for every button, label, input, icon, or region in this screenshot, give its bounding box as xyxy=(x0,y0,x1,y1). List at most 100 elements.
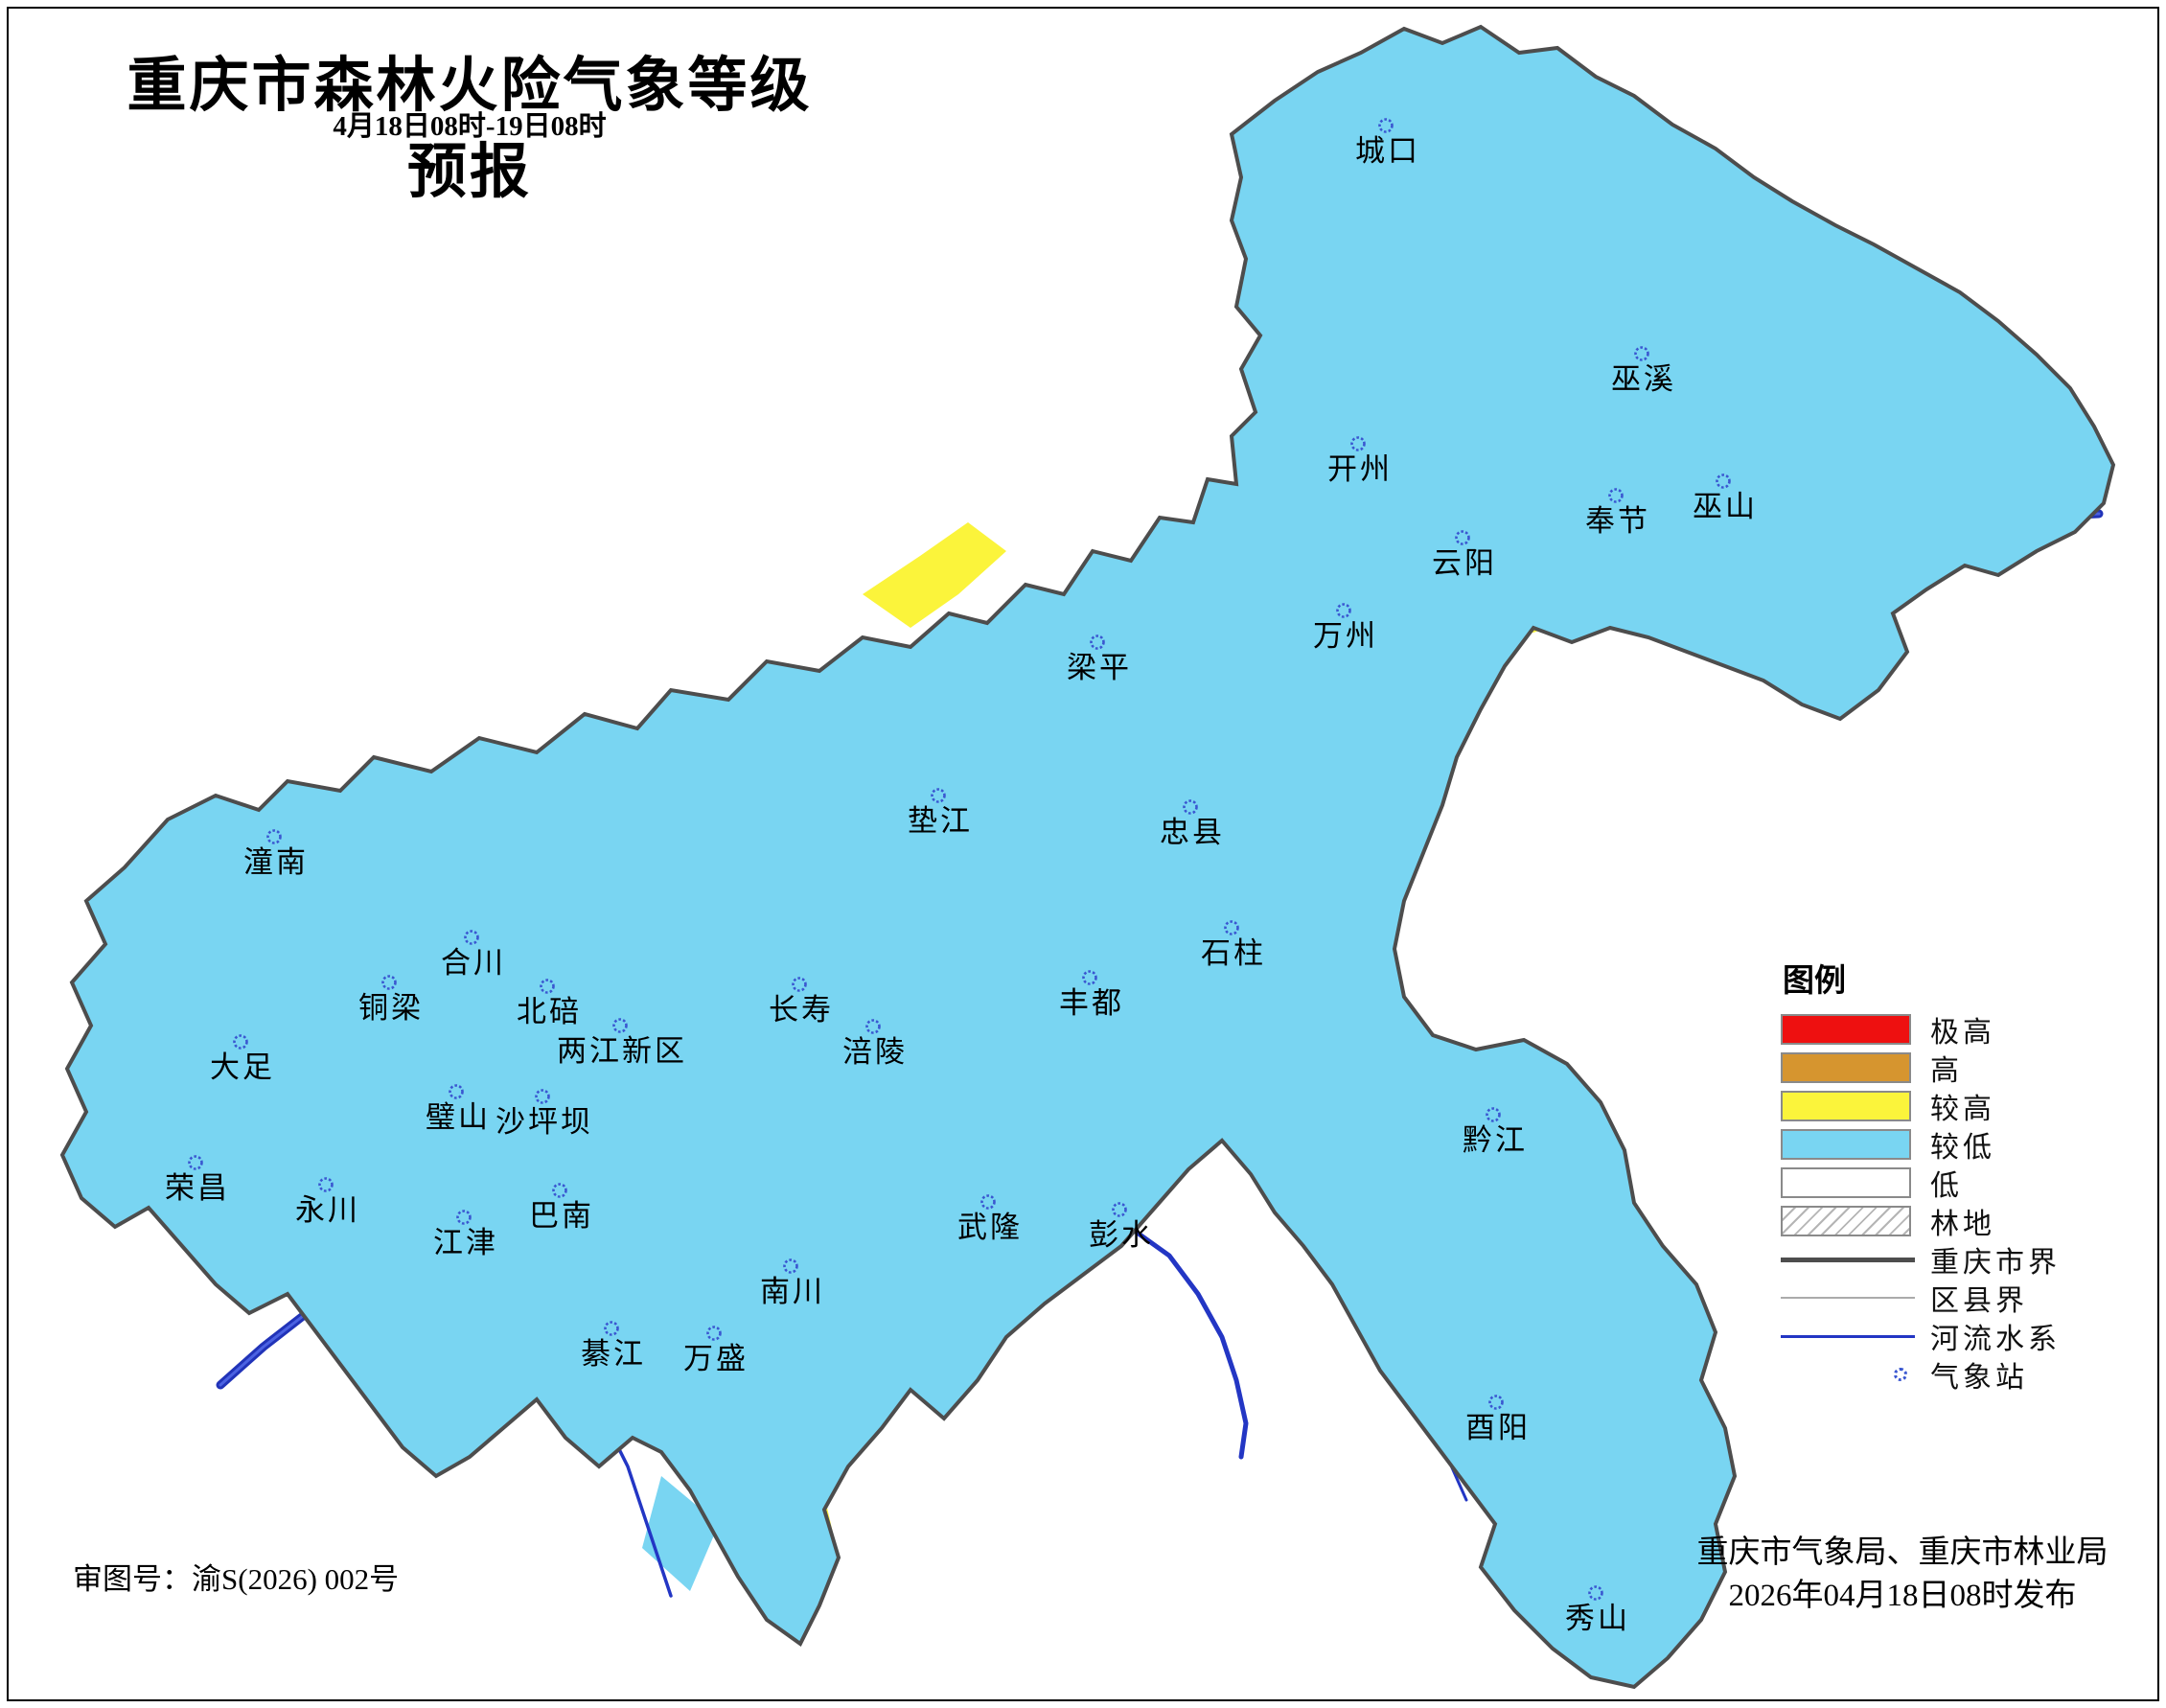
weather-station-icon xyxy=(1082,970,1097,985)
district-label: 永川 xyxy=(295,1193,360,1227)
legend-row: 林地 xyxy=(1781,1202,2135,1240)
legend-swatch xyxy=(1781,1091,1911,1121)
district-label: 潼南 xyxy=(243,845,309,879)
weather-station-icon xyxy=(188,1155,203,1170)
district-label: 城口 xyxy=(1355,134,1420,168)
district-label: 巫山 xyxy=(1693,490,1758,523)
legend-row: 河流水系 xyxy=(1781,1317,2135,1355)
legend-key-hatch xyxy=(1781,1206,1915,1236)
weather-station-icon xyxy=(1608,488,1624,503)
legend-swatch xyxy=(1781,1052,1911,1083)
weather-station-icon xyxy=(783,1258,798,1274)
legend-row: 高 xyxy=(1781,1049,2135,1087)
district-label: 奉节 xyxy=(1585,504,1650,538)
weather-station-icon xyxy=(865,1019,881,1034)
legend-row: 较低 xyxy=(1781,1125,2135,1164)
district-label: 綦江 xyxy=(581,1337,646,1371)
district-label: 两江新区 xyxy=(557,1034,687,1068)
district-label: 武隆 xyxy=(957,1211,1023,1244)
legend-row: 较高 xyxy=(1781,1087,2135,1125)
issue-time: 2026年04月18日08时发布 xyxy=(1728,1579,2077,1613)
district-label: 巫溪 xyxy=(1611,362,1676,396)
district-label: 丰都 xyxy=(1059,986,1124,1020)
legend-label: 河流水系 xyxy=(1930,1324,2061,1355)
legend-row: 极高 xyxy=(1781,1010,2135,1049)
weather-station-icon xyxy=(266,829,282,844)
district-label: 垫江 xyxy=(908,804,973,838)
legend-key-fill xyxy=(1781,1129,1915,1160)
legend-label: 极高 xyxy=(1930,1017,1995,1049)
legend-swatch xyxy=(1781,1257,1915,1262)
district-label: 黔江 xyxy=(1463,1123,1528,1157)
weather-station-icon xyxy=(931,788,946,803)
weather-station-icon xyxy=(980,1194,996,1210)
legend-label: 气象站 xyxy=(1930,1362,2028,1394)
weather-station-icon xyxy=(1112,1202,1127,1217)
district-label: 长寿 xyxy=(769,993,834,1027)
district-label: 万州 xyxy=(1313,619,1378,653)
weather-station-icon xyxy=(792,977,807,992)
weather-station-icon xyxy=(1224,920,1239,935)
weather-station-icon xyxy=(1350,436,1366,451)
weather-station-icon xyxy=(1588,1585,1603,1601)
legend-label: 高 xyxy=(1930,1055,1963,1087)
legend-swatch xyxy=(1781,1206,1911,1236)
district-label: 石柱 xyxy=(1201,936,1266,970)
legend-key-line xyxy=(1781,1334,1915,1338)
legend-label: 较低 xyxy=(1930,1132,1995,1164)
legend-swatch xyxy=(1781,1129,1911,1160)
weather-station-icon xyxy=(604,1321,619,1336)
district-label: 南川 xyxy=(760,1275,825,1308)
weather-station-icon xyxy=(612,1018,628,1033)
weather-station-icon xyxy=(1455,530,1470,545)
legend-label: 林地 xyxy=(1930,1209,1995,1240)
legend-swatch xyxy=(1781,1014,1911,1045)
weather-station-icon xyxy=(456,1210,472,1225)
district-label: 梁平 xyxy=(1067,651,1132,684)
weather-station-icon xyxy=(552,1183,567,1198)
district-label: 大足 xyxy=(210,1050,275,1084)
weather-station-icon xyxy=(535,1089,550,1104)
weather-station-icon xyxy=(318,1177,334,1192)
district-label: 璧山 xyxy=(426,1100,491,1134)
issuer-block: 重庆市气象局、重庆市林业局 2026年04月18日08时发布 xyxy=(1629,1532,2166,1618)
legend-key-fill xyxy=(1781,1091,1915,1121)
weather-station-icon xyxy=(1894,1368,1907,1381)
district-label: 酉阳 xyxy=(1465,1411,1531,1444)
legend-row: 重庆市界 xyxy=(1781,1240,2135,1279)
legend-swatch xyxy=(1781,1297,1915,1299)
weather-station-icon xyxy=(449,1084,464,1099)
issuer-agencies: 重庆市气象局、重庆市林业局 xyxy=(1696,1535,2108,1570)
weather-station-icon xyxy=(540,979,555,994)
legend-key-fill xyxy=(1781,1052,1915,1083)
legend-key-line xyxy=(1781,1297,1915,1299)
district-label: 荣昌 xyxy=(165,1171,230,1205)
map-title: 重庆市森林火险气象等级预报 xyxy=(127,54,813,205)
legend: 图例 极高高较高较低低林地 重庆市界区县界河流水系气象站 xyxy=(1781,955,2135,1394)
municipality-border xyxy=(60,25,2115,1689)
map-period: 4月18日08时-19日08时 xyxy=(333,111,607,142)
legend-label: 低 xyxy=(1930,1170,1963,1202)
weather-station-icon xyxy=(1488,1395,1504,1410)
district-label: 忠县 xyxy=(1160,816,1225,849)
weather-station-icon xyxy=(233,1034,248,1050)
district-label: 北碚 xyxy=(517,995,582,1028)
weather-station-icon xyxy=(1716,473,1731,489)
district-label: 铜梁 xyxy=(358,991,424,1025)
weather-station-icon xyxy=(706,1326,722,1341)
weather-station-icon xyxy=(1336,603,1351,618)
weather-station-icon xyxy=(464,930,479,945)
map-approval-number: 审图号：渝S(2026) 002号 xyxy=(73,1562,400,1596)
legend-key-line xyxy=(1781,1257,1915,1262)
legend-label: 较高 xyxy=(1930,1094,1995,1125)
weather-station-icon xyxy=(1378,118,1394,133)
weather-station-icon xyxy=(381,975,397,990)
legend-title: 图例 xyxy=(1783,964,1846,999)
district-label: 巴南 xyxy=(529,1199,594,1233)
district-label: 秀山 xyxy=(1565,1602,1630,1635)
district-label: 沙坪坝 xyxy=(495,1105,593,1139)
legend-label: 区县界 xyxy=(1930,1285,2028,1317)
